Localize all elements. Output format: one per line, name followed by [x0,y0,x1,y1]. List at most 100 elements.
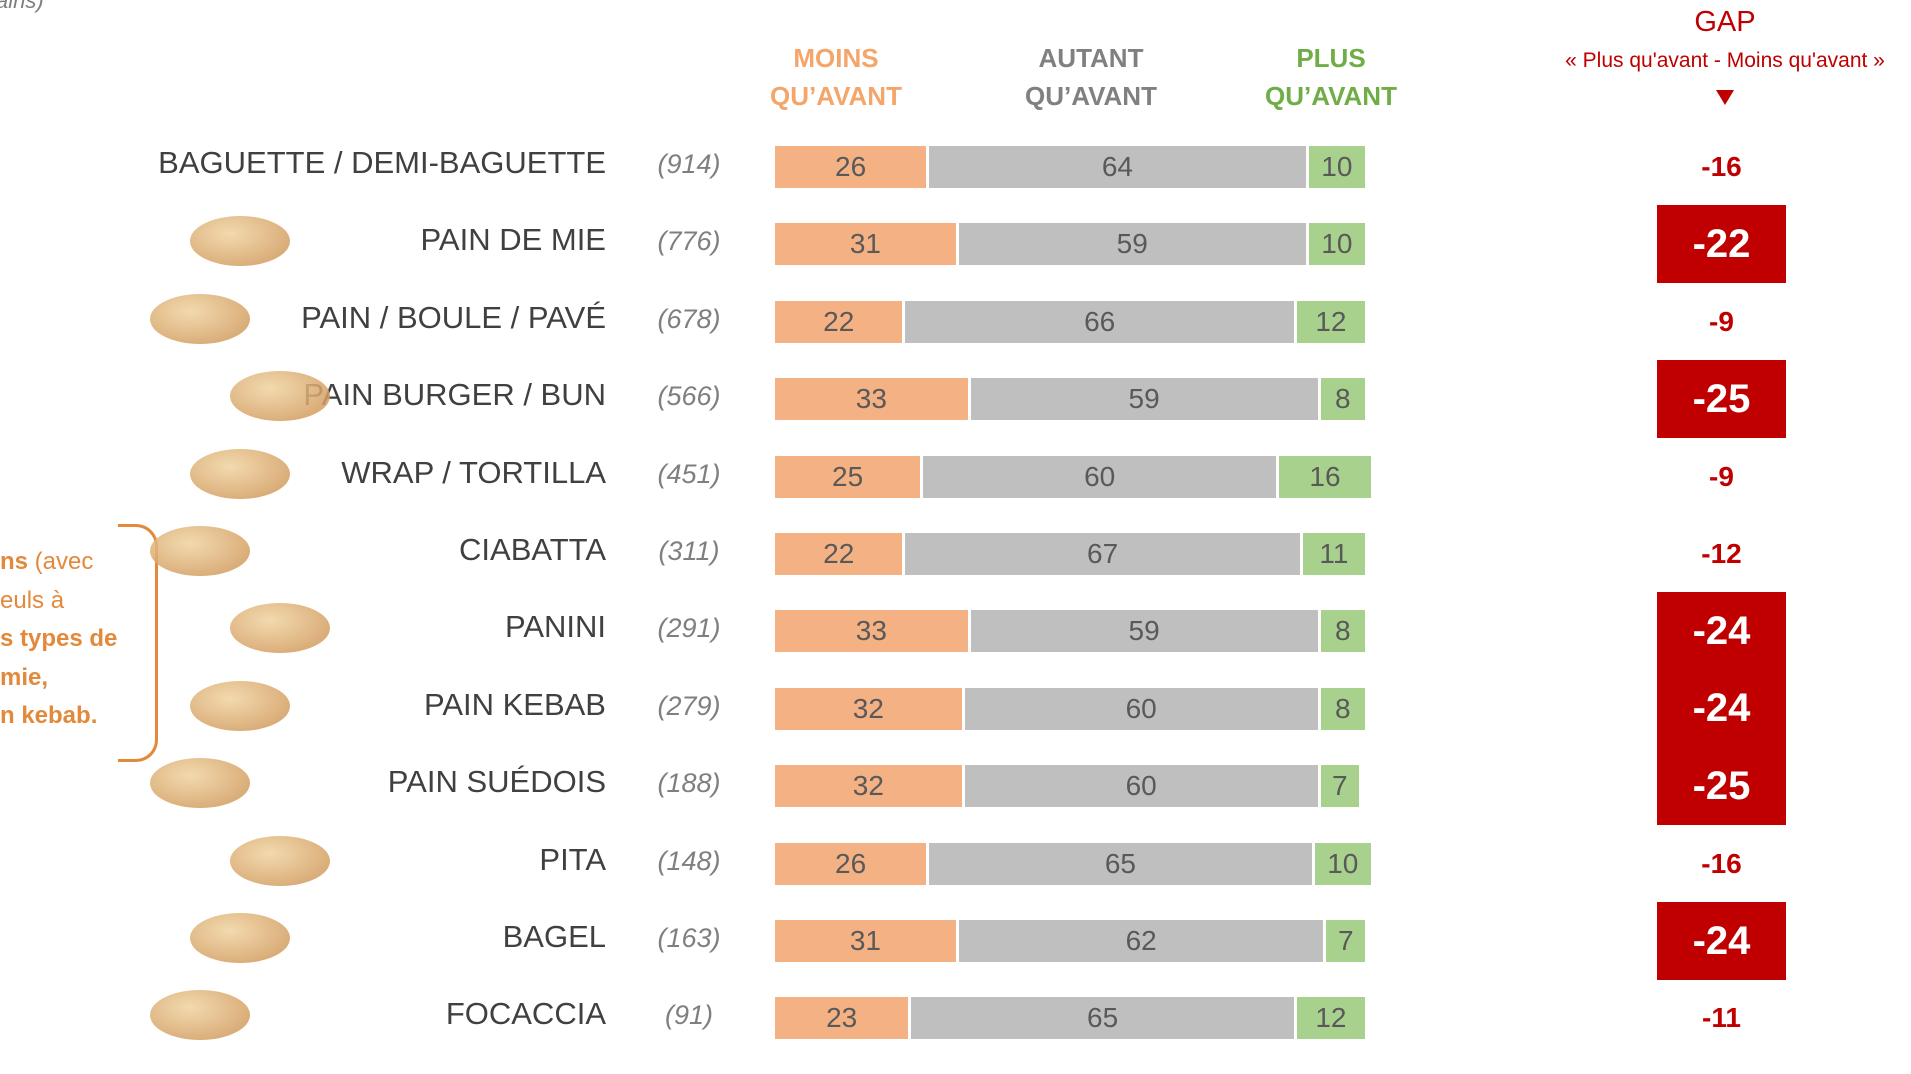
sample-size: (91) [664,1000,713,1031]
sample-size: (311) [658,536,720,566]
value-label: 31 [849,228,881,260]
bar-segment: 32 [775,687,965,730]
value-label: 26 [835,847,867,879]
gap-label: -12 [1701,538,1742,569]
gap-label: -22 [1692,221,1751,266]
corner-note: ains) [0,0,44,13]
value-label: 23 [826,1002,858,1034]
bar-segment: 16 [1279,455,1374,498]
bar-segment: 10 [1308,223,1368,266]
annotation-text: ns [0,548,29,575]
gap-value: -12 [1657,534,1786,574]
value-label: 65 [1087,1002,1119,1034]
value-label: 10 [1327,847,1359,879]
category-label: PAIN DE MIE [420,222,606,258]
legend-entry: MOINS QU’AVANT [770,43,902,111]
value-label: 64 [1101,151,1133,182]
bar-segment: 64 [929,146,1309,188]
sample-size: (291) [657,613,721,644]
bar-segment: 8 [1320,687,1368,730]
bar-segment: 26 [775,146,930,188]
bread-icon [190,448,290,499]
value-label: 60 [1125,692,1157,724]
bar-segment: 65 [911,997,1297,1040]
sample-size: (188) [657,768,721,799]
bar-segment: 67 [905,533,1303,575]
bar-segment: 59 [970,378,1321,421]
bar-segment: 60 [964,687,1321,730]
sample-size: (776) [657,226,721,257]
value-label: 22 [823,538,855,569]
value-label: 7 [1337,925,1354,956]
value-label: 11 [1319,538,1349,569]
sample-size: (678) [657,303,721,334]
category-label: PAIN KEBAB [423,686,606,722]
value-label: 8 [1334,615,1351,647]
value-label: 12 [1315,1002,1347,1034]
category-label: PAIN SUÉDOIS [387,764,606,800]
value-label: 16 [1309,460,1341,492]
gap-label: -16 [1701,151,1742,182]
bar-segment: 23 [775,997,912,1040]
gap-arrow [1716,90,1734,105]
bar-segment: 31 [775,920,959,962]
bread-icon [190,680,290,731]
gap-label: -11 [1702,1002,1741,1034]
annotation-line: ns (avec [0,548,93,576]
category-label: BAGUETTE / DEMI-BAGUETTE [158,145,606,180]
bar-segment: 31 [775,223,959,266]
bar-segment: 60 [964,765,1321,808]
bar-segment: 62 [958,920,1327,962]
gap-value: -24 [1657,592,1786,671]
bar-segment: 25 [775,455,924,498]
category-label: PANINI [504,609,606,645]
value-label: 60 [1084,460,1116,492]
bar-segment: 10 [1314,842,1374,885]
annotation-text: mie, [0,663,49,691]
sample-size: (279) [657,690,721,721]
gap-label: -25 [1692,376,1751,421]
value-label: 22 [823,305,855,337]
gap-value: -25 [1657,360,1786,439]
sample-size: (566) [657,381,721,412]
gap-value: -16 [1657,844,1786,884]
annotation-line: s types de [0,625,117,653]
gap-value: -9 [1657,302,1786,342]
bar-segment: 8 [1320,378,1368,421]
gap-value: -25 [1657,747,1786,826]
gap-value: -16 [1657,147,1786,187]
category-label: BAGEL [502,919,606,954]
value-label: 8 [1334,692,1351,724]
bread-icon [230,371,330,422]
gap-label: -24 [1692,918,1751,963]
sample-size: (148) [657,845,721,876]
category-label: FOCACCIA [445,996,606,1032]
gap-label: -16 [1701,847,1742,879]
value-label: 31 [849,925,881,956]
gap-label: -24 [1692,608,1751,653]
bread-icon [150,293,250,344]
value-label: 8 [1334,383,1351,415]
category-label: CIABATTA [459,532,606,567]
bread-icon [150,990,250,1041]
value-label: 12 [1315,305,1347,337]
gap-value: -11 [1657,998,1786,1038]
legend-entry: PLUS QU’AVANT [1265,43,1397,111]
category-label: PITA [539,841,606,877]
sample-size: (451) [657,458,721,489]
annotation-text: euls à [0,586,65,614]
annotation-text: s types de [0,625,118,652]
bar-segment: 60 [923,455,1280,498]
value-label: 59 [1128,383,1160,415]
category-label: WRAP / TORTILLA [341,454,606,490]
bread-icon [190,913,290,963]
bar-segment: 59 [958,223,1309,266]
bar-segment: 33 [775,610,971,653]
bar-segment: 22 [775,300,906,343]
value-label: 33 [855,615,887,647]
bar-segment: 32 [775,765,965,808]
value-label: 32 [852,770,884,802]
value-label: 32 [852,692,884,724]
bar-segment: 8 [1320,610,1368,653]
annotation-line: euls à [0,587,64,615]
